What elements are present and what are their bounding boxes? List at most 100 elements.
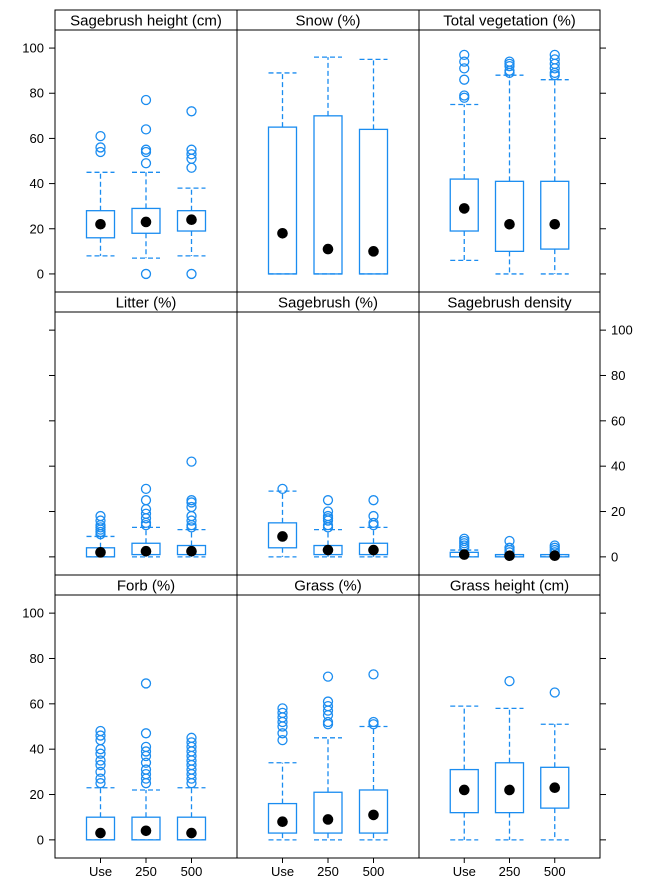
panel-forb-frame xyxy=(54,594,238,859)
panel-grass-height-cm-500-median-dot xyxy=(549,782,561,794)
panel-total-vegetation-500-outlier-5 xyxy=(549,49,560,60)
panel-sagebrush-density-500-median-dot xyxy=(549,550,561,562)
panel-litter-250-median-dot xyxy=(140,545,152,557)
panel-sagebrush-use-median-dot xyxy=(277,531,288,542)
panel-sagebrush-height-cm-use-outlier-0 xyxy=(95,146,106,158)
panel-total-vegetation-use-median-dot xyxy=(458,203,470,214)
panel-sagebrush-density-use-median-dot xyxy=(458,549,470,560)
panel-sagebrush-density-frame xyxy=(418,311,601,576)
row-2-y-tick-label-0: 0 xyxy=(37,832,44,847)
panel-litter-250-outlier-5 xyxy=(140,495,152,506)
panel-total-vegetation-use-outlier-5 xyxy=(459,49,470,60)
row-0-y-tick-label-100: 100 xyxy=(22,41,44,56)
panel-sagebrush-density-use-outlier-4 xyxy=(459,533,470,544)
panel-forb-use-box xyxy=(85,816,116,841)
panel-forb-use-outlier-1 xyxy=(95,773,106,784)
row-2-y-tick-label-100: 100 xyxy=(22,606,44,621)
panel-sagebrush-height-cm-250-median-dot xyxy=(140,216,152,228)
panel-forb-use-outlier-5 xyxy=(95,748,106,759)
panel-litter-250-outlier-3 xyxy=(140,508,152,519)
panel-snow-500-median-dot xyxy=(368,246,379,257)
panel-sagebrush-500-median-dot xyxy=(368,544,379,556)
col-2-x-tick-label-250: 250 xyxy=(499,864,521,877)
panel-grass-250-box xyxy=(313,791,343,834)
panel-forb-250-outlier-3 xyxy=(140,764,152,775)
panel-grass-height-cm-500-box xyxy=(540,766,570,809)
panel-forb-use-outlier-2 xyxy=(95,766,106,777)
panel-forb-250-outlier-7 xyxy=(140,741,152,753)
panel-sagebrush-500-outlier-1 xyxy=(368,517,379,529)
panel-grass-250-outlier-4 xyxy=(322,700,334,712)
panel-total-vegetation-500-outlier-4 xyxy=(549,54,560,65)
panel-sagebrush-250-outlier-4 xyxy=(322,510,334,522)
frames-layer: Sagebrush height (cm) Snow (%) Total veget… xyxy=(54,9,601,859)
panel-sagebrush-height-cm-250-outlier-0 xyxy=(140,268,152,280)
panel-grass-500-box xyxy=(358,789,389,834)
panel-total-vegetation-use-outlier-2 xyxy=(459,74,470,85)
panel-litter-use-outlier-5 xyxy=(95,515,106,526)
row-1-y-tick-label-0: 0 xyxy=(611,549,618,564)
col-1-x-tick-label-500: 500 xyxy=(363,864,385,877)
panel-litter-500-outlier-6 xyxy=(186,495,197,506)
panel-snow-use-box xyxy=(267,126,298,275)
panel-forb-title: Forb (%) xyxy=(117,578,175,595)
boxes-layer xyxy=(85,49,570,841)
panel-forb-250-median-dot xyxy=(140,825,152,837)
panel-grass-250-median-dot xyxy=(322,814,334,825)
panel-grass-500-outlier-2 xyxy=(368,669,379,680)
panel-forb-use-median-dot xyxy=(95,827,106,839)
panel-litter-use-outlier-6 xyxy=(95,510,106,522)
panel-sagebrush-use-box xyxy=(267,522,298,549)
panel-grass-500-median-dot xyxy=(368,809,379,821)
panel-sagebrush-height-cm-500-outlier-1 xyxy=(186,162,197,173)
panel-litter-500-outlier-4 xyxy=(186,501,197,513)
col-1-x-tick-label-250: 250 xyxy=(317,864,339,877)
row-1-y-tick-label-80: 80 xyxy=(611,368,625,383)
row-1-y-tick-label-40: 40 xyxy=(611,459,625,474)
panel-sagebrush-height-cm-use-box xyxy=(85,210,116,239)
row-1-y-tick-label-100: 100 xyxy=(611,323,633,338)
panel-sagebrush-height-cm-250-outlier-5 xyxy=(140,94,152,106)
panel-total-vegetation-use-outlier-4 xyxy=(459,56,470,67)
panel-sagebrush-title: Sagebrush (%) xyxy=(278,295,378,312)
panel-sagebrush-height-cm-500-outlier-3 xyxy=(186,149,197,160)
panel-total-vegetation-use-outlier-3 xyxy=(459,63,470,74)
panel-snow-250-box xyxy=(313,115,343,275)
panel-forb-use-outlier-8 xyxy=(95,730,106,741)
panel-total-vegetation-title: Total vegetation (%) xyxy=(443,13,576,30)
panel-forb-500-median-dot xyxy=(186,827,197,839)
row-0-y-tick-label-80: 80 xyxy=(30,86,44,101)
panel-sagebrush-250-outlier-6 xyxy=(322,495,334,506)
panel-grass-use-outlier-5 xyxy=(277,707,288,719)
panel-sagebrush-density-500-outlier-3 xyxy=(549,540,560,551)
panel-grass-use-outlier-6 xyxy=(277,703,288,714)
panel-sagebrush-height-cm-title: Sagebrush height (cm) xyxy=(70,13,222,30)
panel-litter-frame xyxy=(54,311,238,576)
panel-sagebrush-500-outlier-2 xyxy=(368,510,379,522)
panel-grass-height-cm-use-median-dot xyxy=(458,784,470,796)
panel-forb-250-outlier-9 xyxy=(140,678,152,689)
panel-forb-use-outlier-9 xyxy=(95,725,106,737)
panel-litter-500-median-dot xyxy=(186,545,197,557)
row-2-y-tick-label-80: 80 xyxy=(30,651,44,666)
panel-grass-height-cm-250-outlier-0 xyxy=(504,676,515,687)
panel-sagebrush-height-cm-500-outlier-5 xyxy=(186,106,197,117)
panel-sagebrush-height-cm-500-median-dot xyxy=(186,214,197,226)
panel-grass-height-cm-250-box xyxy=(494,762,525,814)
row-2-y-tick-label-40: 40 xyxy=(30,742,44,757)
panel-grass-use-median-dot xyxy=(277,816,288,828)
panel-sagebrush-250-outlier-5 xyxy=(322,506,334,517)
panel-grass-use-outlier-0 xyxy=(277,734,288,746)
panel-total-vegetation-use-outlier-1 xyxy=(459,90,470,101)
panel-sagebrush-height-cm-500-outlier-0 xyxy=(186,268,197,280)
row-1-y-tick-label-60: 60 xyxy=(611,413,625,428)
panel-sagebrush-height-cm-use-outlier-2 xyxy=(95,131,106,142)
panel-forb-250-outlier-8 xyxy=(140,728,152,739)
panel-forb-use-outlier-0 xyxy=(95,778,106,789)
col-0-x-tick-label-250: 250 xyxy=(135,864,157,877)
panel-sagebrush-density-250-outlier-3 xyxy=(504,535,515,547)
row-0-y-tick-label-60: 60 xyxy=(30,131,44,146)
panel-grass-height-cm-500-outlier-0 xyxy=(549,687,560,698)
panel-forb-250-box xyxy=(131,816,161,841)
